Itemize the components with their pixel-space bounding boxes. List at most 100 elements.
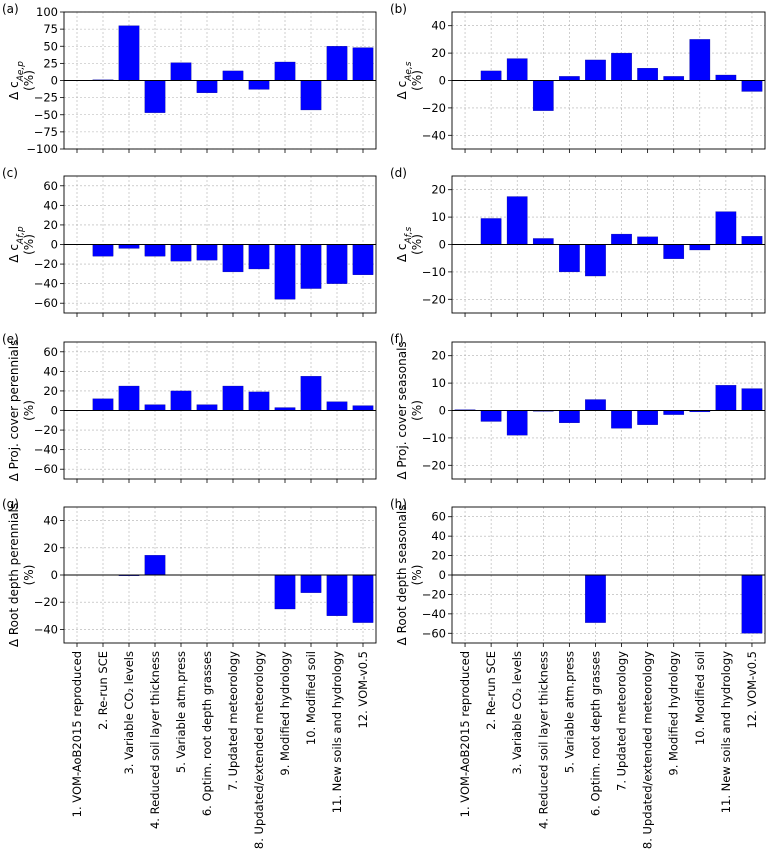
y-axis-label-main: Δ c [395, 81, 409, 100]
y-tick-label: 20 [431, 349, 446, 363]
y-tick-label: −50 [34, 108, 58, 122]
y-axis-label: Δ cAf,p [7, 226, 26, 263]
x-category-label: 9. Modified hydrology [667, 651, 681, 776]
y-tick-label: −60 [34, 462, 58, 476]
x-category-label: 1. VOM-AoB2015 reproduced [458, 651, 472, 817]
y-tick-label: −40 [422, 128, 446, 142]
bar [663, 410, 685, 415]
y-tick-label: −75 [34, 125, 58, 139]
bar [300, 80, 322, 111]
panel-label: (f) [390, 332, 404, 346]
y-tick-label: 25 [43, 56, 58, 70]
y-axis-label-main: Δ Proj. cover seasonals [395, 341, 409, 479]
bar [170, 390, 192, 411]
bar [222, 244, 244, 273]
y-tick-label: −10 [422, 265, 446, 279]
x-category-label: 7. Updated meteorology [226, 651, 240, 791]
x-category-label: 12. VOM-v0.5 [356, 651, 370, 729]
panel-c: −60 −40 −20 0 20 40 60 (c) Δ cAf,p(%) [2, 166, 377, 317]
bar [352, 405, 374, 411]
bar [196, 244, 218, 261]
y-tick-label: −20 [34, 595, 58, 609]
y-axis-label-subscript: Af,p [16, 226, 26, 245]
y-tick-label: 100 [36, 5, 58, 19]
panel-label: (b) [390, 2, 407, 16]
bar [248, 244, 270, 270]
bar [715, 211, 737, 245]
x-category-label: 9. Modified hydrology [278, 651, 292, 776]
panel-label: (g) [2, 497, 19, 511]
bar [559, 76, 580, 81]
y-tick-label: −20 [34, 423, 58, 437]
bar [300, 244, 322, 289]
bar [611, 52, 632, 81]
bar [274, 61, 296, 81]
y-axis-label: Δ cAe,p [7, 61, 26, 100]
bar [170, 244, 192, 262]
x-category-label: 11. New soils and hydrology [330, 651, 344, 813]
y-axis-label-main: Δ Proj. cover perennials [7, 340, 21, 482]
panel-label: (c) [2, 166, 18, 180]
panel-label: (h) [390, 497, 407, 511]
x-category-label: 4. Reduced soil layer thickness [148, 651, 162, 829]
y-tick-label: 0 [51, 74, 58, 88]
panel-f: −20 −10 0 10 20 (f)Δ Proj. cover seasonals (%) [390, 332, 766, 483]
bar [300, 376, 322, 411]
bar [326, 401, 348, 411]
y-tick-label: 60 [43, 345, 58, 359]
y-tick-label: 0 [51, 404, 58, 418]
bar [92, 398, 114, 411]
bar [170, 62, 192, 81]
y-tick-label: −40 [422, 607, 446, 621]
x-category-label: 8. Updated/extended meteorology [641, 651, 655, 849]
x-category-label: 8. Updated/extended meteorology [252, 651, 266, 849]
y-axis-label-subscript: Ae,p [16, 61, 26, 83]
y-axis-label: Δ Proj. cover perennials [7, 340, 21, 482]
bar [585, 244, 606, 277]
y-tick-label: 0 [439, 238, 446, 252]
bar [585, 574, 606, 623]
bar [741, 388, 763, 411]
bar [663, 244, 685, 259]
bar [144, 244, 166, 257]
y-tick-label: −20 [422, 587, 446, 601]
bar [637, 236, 658, 245]
y-tick-label: −40 [34, 277, 58, 291]
bar [611, 233, 632, 245]
y-tick-label: −20 [422, 101, 446, 115]
y-axis-label: Δ Root depth seasonals [395, 505, 409, 646]
y-axis-unit: (%) [22, 565, 36, 586]
x-category-label: 2. Re-run SCE [484, 651, 498, 730]
panel-label: (e) [2, 332, 19, 346]
y-axis-label-subscript: Ae,s [404, 61, 414, 82]
bar [480, 410, 502, 422]
y-tick-label: −100 [26, 142, 58, 156]
bar [352, 47, 374, 81]
bar [480, 70, 502, 81]
panel-a: −100 −75 −50 −25 0 25 50 75 100 (a) Δ cAe,p(%) [2, 2, 377, 156]
bar [611, 410, 632, 429]
y-tick-label: 0 [439, 74, 446, 88]
bar [118, 385, 140, 411]
bar [741, 574, 763, 634]
y-axis-label-main: Δ Root depth perennials [7, 503, 21, 647]
x-category-label: 6. Optim. root depth grasses [200, 651, 214, 816]
bar [222, 385, 244, 411]
y-tick-label: 50 [43, 39, 58, 53]
y-tick-label: 60 [43, 179, 58, 193]
panel-d: −20 −10 0 10 20 (d) Δ cAf,s(%) [390, 166, 766, 317]
bar [222, 70, 244, 81]
y-tick-label: −60 [422, 626, 446, 640]
y-tick-label: −20 [422, 292, 446, 306]
y-tick-label: 40 [431, 529, 446, 543]
y-axis-unit: (%) [22, 70, 36, 91]
y-axis-unit: (%) [410, 565, 424, 586]
y-tick-label: −40 [34, 622, 58, 636]
y-tick-label: 20 [431, 183, 446, 197]
bar [637, 410, 658, 425]
y-axis-unit: (%) [410, 70, 424, 91]
y-tick-label: 0 [439, 568, 446, 582]
y-tick-label: 10 [431, 210, 446, 224]
panel-b: −40 −20 0 20 40 (b) Δ cAe,s(%) [390, 2, 766, 153]
